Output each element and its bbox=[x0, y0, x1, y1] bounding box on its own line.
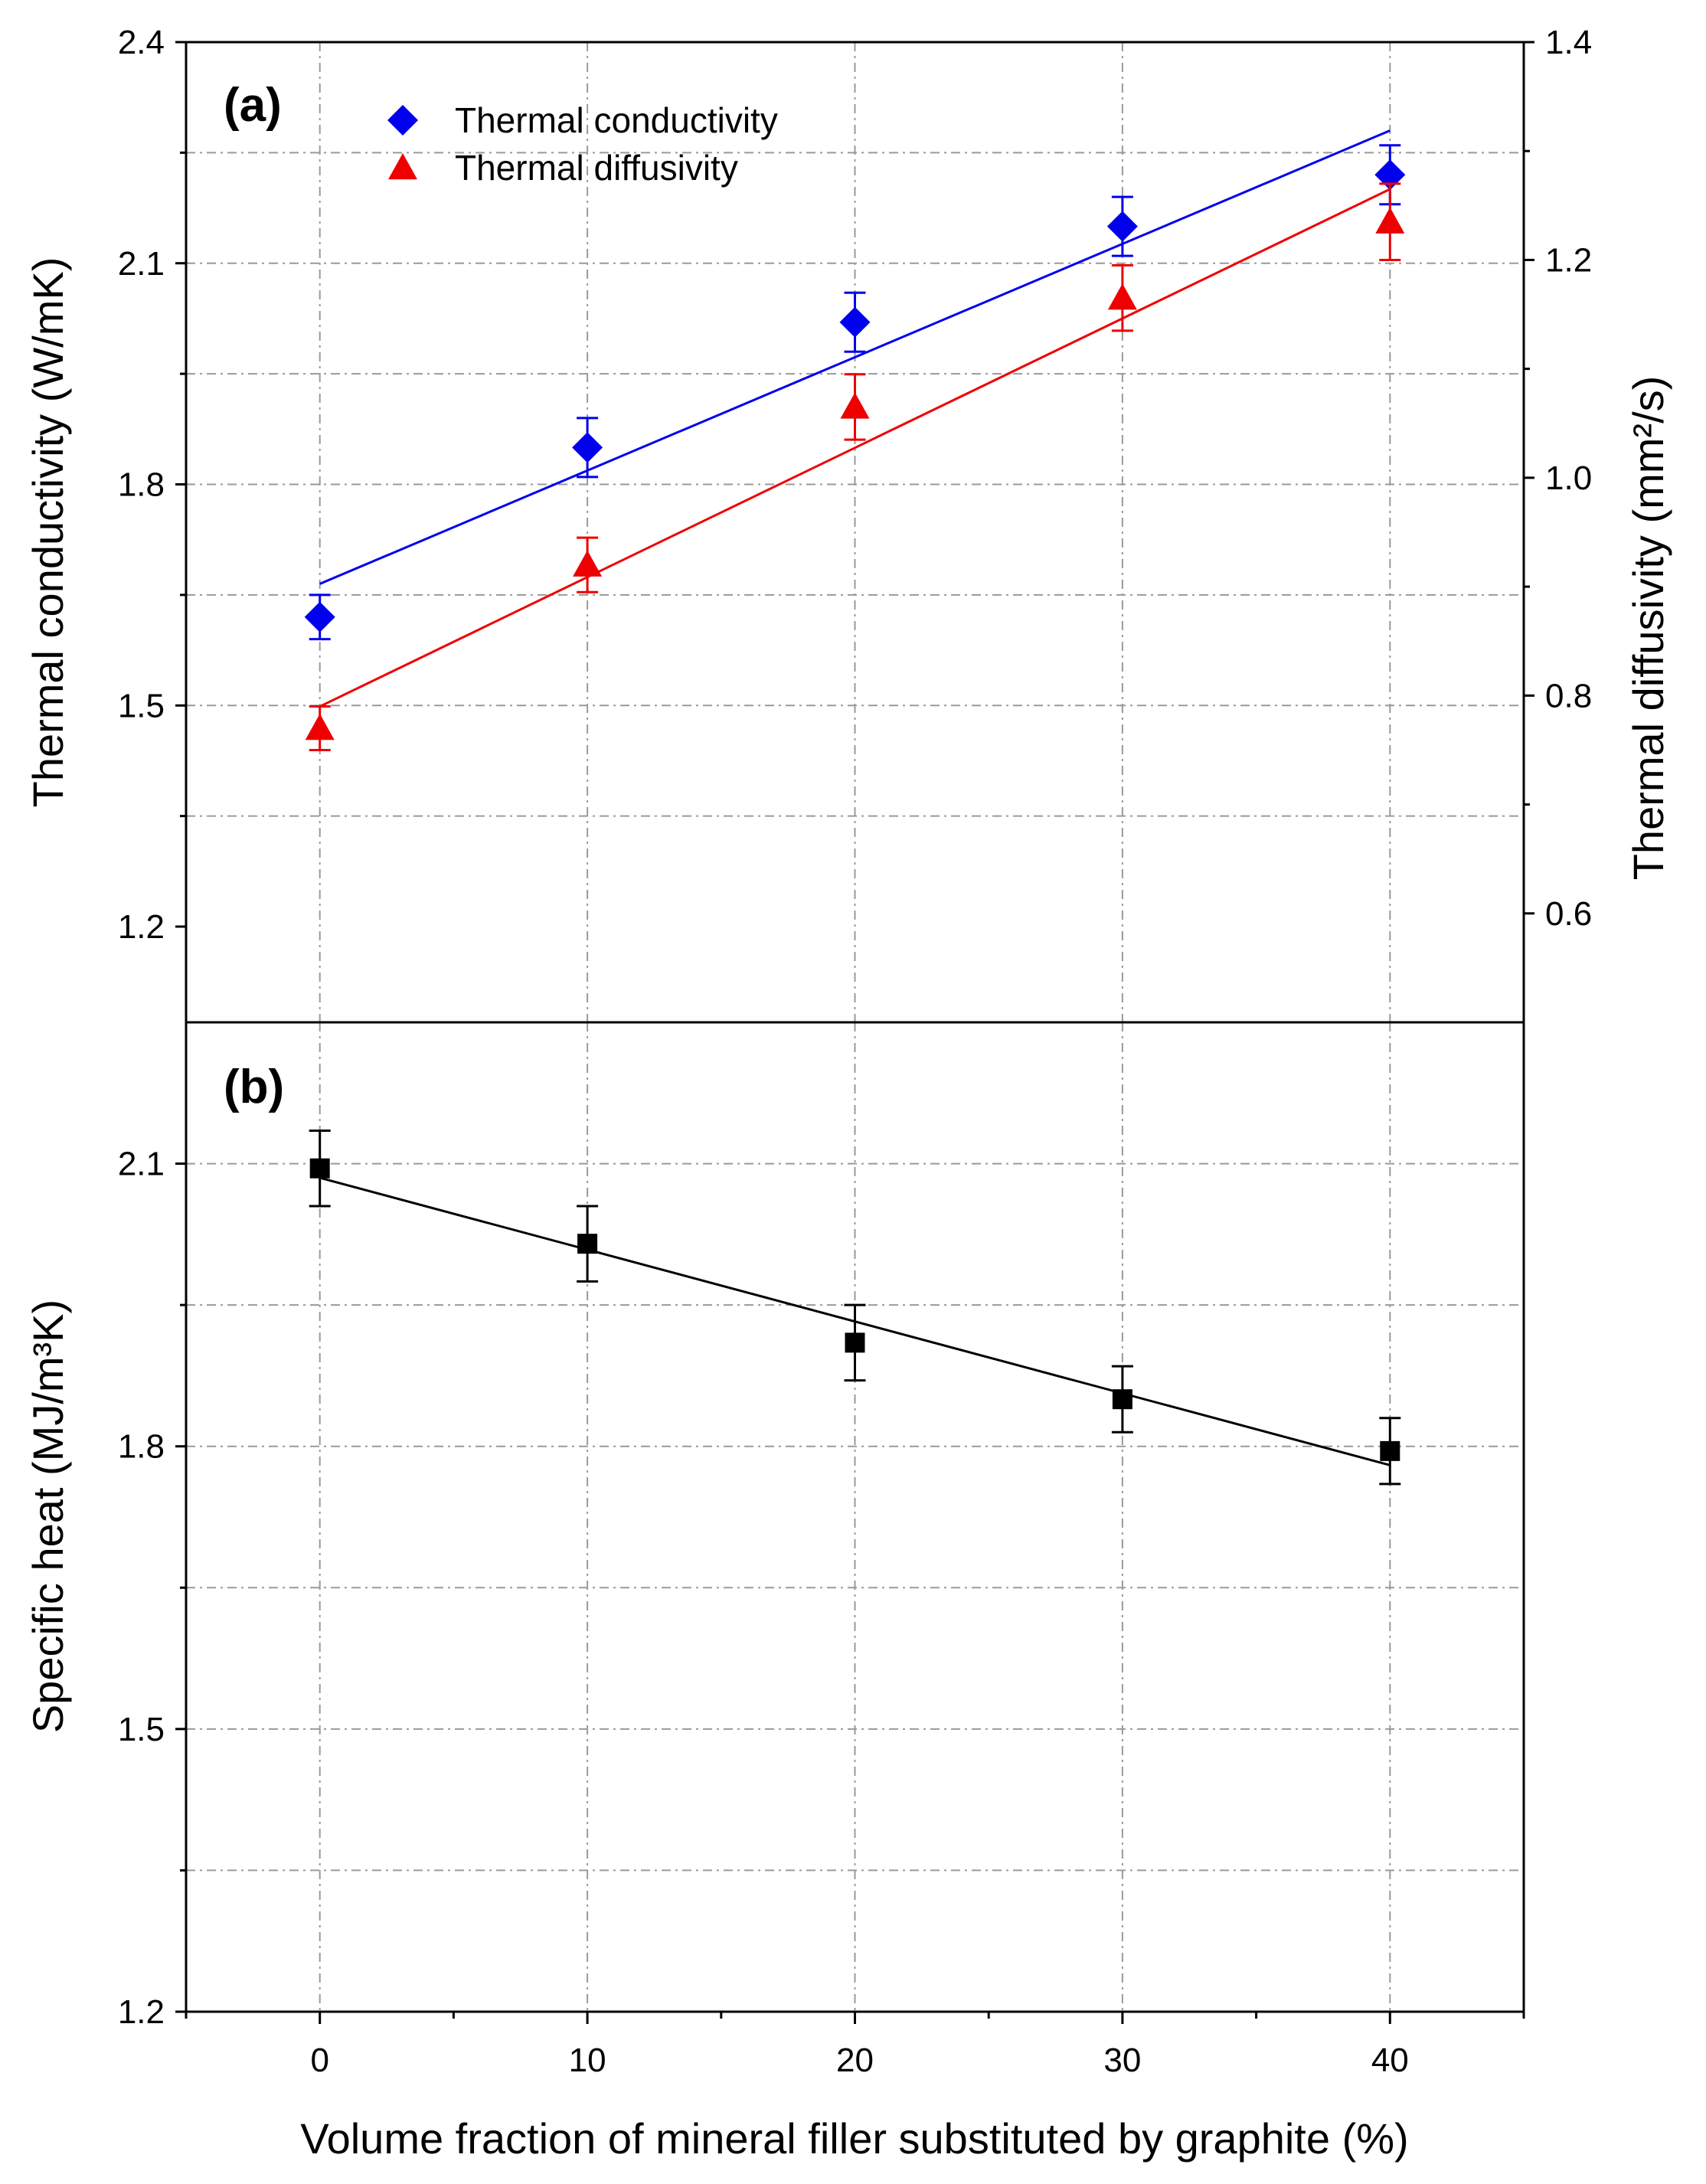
data-point-specific-heat bbox=[1112, 1389, 1132, 1410]
x-tick-label: 40 bbox=[1371, 2042, 1409, 2079]
y-left-tick-label: 2.4 bbox=[118, 24, 165, 61]
data-point-thermal-conductivity bbox=[304, 601, 335, 633]
y-tick-label: 1.2 bbox=[118, 1993, 165, 2031]
y-axis-right-title: Thermal diffusivity (mm²/s) bbox=[1624, 376, 1672, 881]
y-axis-title-specific-heat: Specific heat (MJ/m³K) bbox=[24, 1300, 72, 1733]
data-point-thermal-conductivity bbox=[572, 432, 603, 463]
y-left-tick-label: 1.2 bbox=[118, 908, 165, 946]
y-right-tick-label: 1.2 bbox=[1545, 241, 1592, 279]
data-point-specific-heat bbox=[845, 1332, 865, 1353]
panel-a-data-marks bbox=[304, 144, 1406, 751]
data-point-specific-heat bbox=[1380, 1440, 1400, 1461]
legend-marks bbox=[387, 105, 418, 180]
y-left-tick-label: 1.8 bbox=[118, 466, 165, 504]
panel-b-ticks: 1.2 1.5 1.8 2.1 0 10 20 30 40 bbox=[118, 1146, 1525, 2079]
y-left-tick-label: 2.1 bbox=[118, 245, 165, 283]
data-point-thermal-diffusivity bbox=[1375, 207, 1405, 234]
panel-b-data-marks bbox=[309, 1130, 1401, 1486]
legend-entry-thermal-conductivity: Thermal conductivity bbox=[455, 100, 778, 140]
legend-marker-thermal-conductivity bbox=[387, 105, 418, 136]
panel-a-fit-lines bbox=[319, 129, 1391, 708]
data-point-thermal-diffusivity bbox=[1107, 283, 1137, 310]
y-right-tick-label: 1.4 bbox=[1545, 24, 1592, 61]
legend-entry-thermal-diffusivity: Thermal diffusivity bbox=[455, 148, 738, 188]
y-tick-label: 2.1 bbox=[118, 1146, 165, 1183]
y-tick-label: 1.5 bbox=[118, 1711, 165, 1748]
panel-a-gridlines bbox=[186, 42, 1524, 1022]
data-point-specific-heat bbox=[309, 1158, 330, 1179]
panel-a-ticks: 1.2 1.5 1.8 2.1 2.4 0.6 0.8 1.0 1.2 1.4 bbox=[118, 24, 1592, 946]
data-point-thermal-diffusivity bbox=[573, 550, 603, 577]
data-point-specific-heat bbox=[577, 1234, 598, 1254]
panel-b-gridlines bbox=[186, 1022, 1524, 2012]
y-axis-left-title: Thermal conductivity (W/mK) bbox=[24, 257, 72, 808]
fit-line-thermal-conductivity bbox=[319, 129, 1391, 585]
x-tick-label: 30 bbox=[1103, 2042, 1141, 2079]
panel-b-label: (b) bbox=[224, 1061, 284, 1113]
data-point-thermal-diffusivity bbox=[305, 714, 335, 741]
data-point-thermal-conductivity bbox=[839, 306, 871, 338]
y-right-tick-label: 0.8 bbox=[1545, 677, 1592, 714]
panel-a-thermal-properties: 1.2 1.5 1.8 2.1 2.4 0.6 0.8 1.0 1.2 1.4 (a) Therm… bbox=[24, 24, 1672, 1024]
x-axis-title: Volume fraction of mineral filler substi… bbox=[300, 2114, 1408, 2163]
x-tick-label: 0 bbox=[310, 2042, 328, 2079]
x-tick-label: 10 bbox=[569, 2042, 606, 2079]
data-point-thermal-conductivity bbox=[1106, 211, 1138, 242]
fit-line-thermal-diffusivity bbox=[319, 188, 1391, 708]
legend: Thermal conductivity Thermal diffusivity bbox=[387, 100, 778, 188]
legend-marker-thermal-diffusivity bbox=[388, 153, 417, 180]
x-tick-label: 20 bbox=[836, 2042, 874, 2079]
panel-a-label: (a) bbox=[224, 79, 282, 132]
data-point-thermal-diffusivity bbox=[840, 392, 870, 419]
panel-b-specific-heat: 1.2 1.5 1.8 2.1 0 10 20 30 40 (b) Specific heat … bbox=[24, 1021, 1525, 2163]
y-right-tick-label: 1.0 bbox=[1545, 459, 1592, 497]
y-tick-label: 1.8 bbox=[118, 1428, 165, 1466]
data-point-thermal-conductivity bbox=[1374, 159, 1406, 191]
y-left-tick-label: 1.5 bbox=[118, 687, 165, 724]
y-right-tick-label: 0.6 bbox=[1545, 895, 1592, 933]
